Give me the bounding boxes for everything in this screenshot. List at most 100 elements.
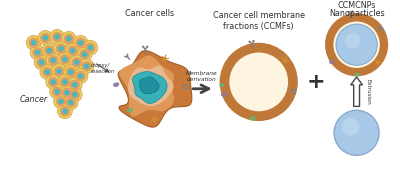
Circle shape [75, 71, 86, 81]
Circle shape [62, 79, 68, 85]
Circle shape [54, 41, 68, 56]
Circle shape [126, 54, 128, 55]
Text: Extrusion: Extrusion [366, 79, 370, 105]
Text: Nanoparticles: Nanoparticles [329, 8, 384, 18]
Ellipse shape [221, 92, 227, 97]
Circle shape [35, 50, 40, 55]
Polygon shape [132, 72, 167, 104]
Circle shape [46, 48, 52, 53]
Circle shape [75, 37, 86, 48]
Circle shape [58, 99, 64, 104]
Circle shape [50, 79, 56, 85]
Circle shape [38, 31, 53, 45]
Circle shape [42, 43, 57, 58]
Circle shape [284, 59, 286, 61]
Circle shape [31, 40, 36, 46]
Text: +: + [306, 72, 325, 92]
Circle shape [50, 84, 64, 99]
Polygon shape [139, 77, 159, 94]
Circle shape [62, 87, 72, 98]
Circle shape [68, 45, 78, 56]
Circle shape [79, 49, 90, 60]
Circle shape [82, 52, 87, 57]
Circle shape [40, 33, 51, 43]
Circle shape [70, 89, 80, 100]
Circle shape [60, 54, 70, 65]
Circle shape [62, 108, 68, 114]
Circle shape [64, 65, 78, 79]
Ellipse shape [249, 116, 255, 121]
Ellipse shape [113, 83, 119, 87]
Circle shape [50, 30, 64, 44]
Circle shape [74, 59, 80, 65]
Circle shape [352, 11, 354, 13]
Circle shape [58, 46, 64, 51]
Circle shape [62, 57, 68, 62]
Circle shape [58, 104, 72, 119]
Ellipse shape [252, 116, 256, 119]
Circle shape [32, 47, 43, 58]
Circle shape [68, 69, 74, 75]
Circle shape [153, 118, 155, 120]
Circle shape [348, 11, 350, 13]
Circle shape [60, 106, 70, 117]
Text: Cancer cell membrane
fractions (CCMFs): Cancer cell membrane fractions (CCMFs) [213, 11, 305, 31]
Circle shape [70, 48, 76, 53]
Circle shape [88, 45, 93, 50]
Circle shape [66, 36, 72, 42]
Circle shape [376, 61, 379, 63]
Circle shape [50, 58, 56, 63]
Ellipse shape [219, 83, 224, 87]
Circle shape [146, 46, 148, 48]
Circle shape [334, 110, 379, 155]
Circle shape [52, 64, 66, 79]
Circle shape [46, 75, 60, 89]
Circle shape [48, 55, 58, 66]
Ellipse shape [356, 73, 360, 75]
Text: Cancer: Cancer [20, 95, 48, 104]
Circle shape [42, 35, 48, 41]
Circle shape [40, 65, 55, 79]
Circle shape [248, 41, 251, 43]
Circle shape [36, 57, 47, 68]
Circle shape [48, 77, 58, 87]
Circle shape [77, 47, 92, 62]
Circle shape [73, 69, 88, 83]
Text: Membrane
derivation: Membrane derivation [186, 71, 217, 82]
Circle shape [66, 43, 80, 58]
Text: CCMCNPs: CCMCNPs [338, 2, 376, 11]
Polygon shape [351, 77, 362, 106]
Circle shape [71, 57, 82, 68]
Circle shape [58, 75, 72, 89]
Ellipse shape [126, 108, 132, 113]
Circle shape [78, 73, 83, 79]
Circle shape [52, 86, 62, 97]
Circle shape [72, 92, 78, 97]
Circle shape [79, 59, 94, 74]
Circle shape [56, 96, 66, 107]
Text: biopsy/
resection: biopsy/ resection [90, 63, 115, 74]
Circle shape [54, 94, 68, 109]
Ellipse shape [331, 60, 335, 63]
Circle shape [64, 33, 74, 44]
Circle shape [26, 35, 41, 50]
Circle shape [83, 40, 98, 55]
Circle shape [64, 90, 70, 96]
Circle shape [64, 95, 78, 110]
Ellipse shape [223, 92, 227, 95]
Circle shape [60, 85, 74, 100]
Ellipse shape [354, 73, 359, 77]
Circle shape [124, 56, 126, 57]
Polygon shape [128, 65, 174, 106]
Circle shape [58, 52, 72, 67]
Circle shape [62, 31, 76, 46]
Polygon shape [119, 55, 174, 117]
Circle shape [54, 34, 60, 40]
Circle shape [84, 63, 89, 69]
Circle shape [142, 46, 144, 48]
Circle shape [73, 35, 88, 50]
Circle shape [34, 55, 49, 70]
Circle shape [81, 61, 92, 72]
Circle shape [60, 77, 70, 87]
Ellipse shape [221, 83, 224, 86]
